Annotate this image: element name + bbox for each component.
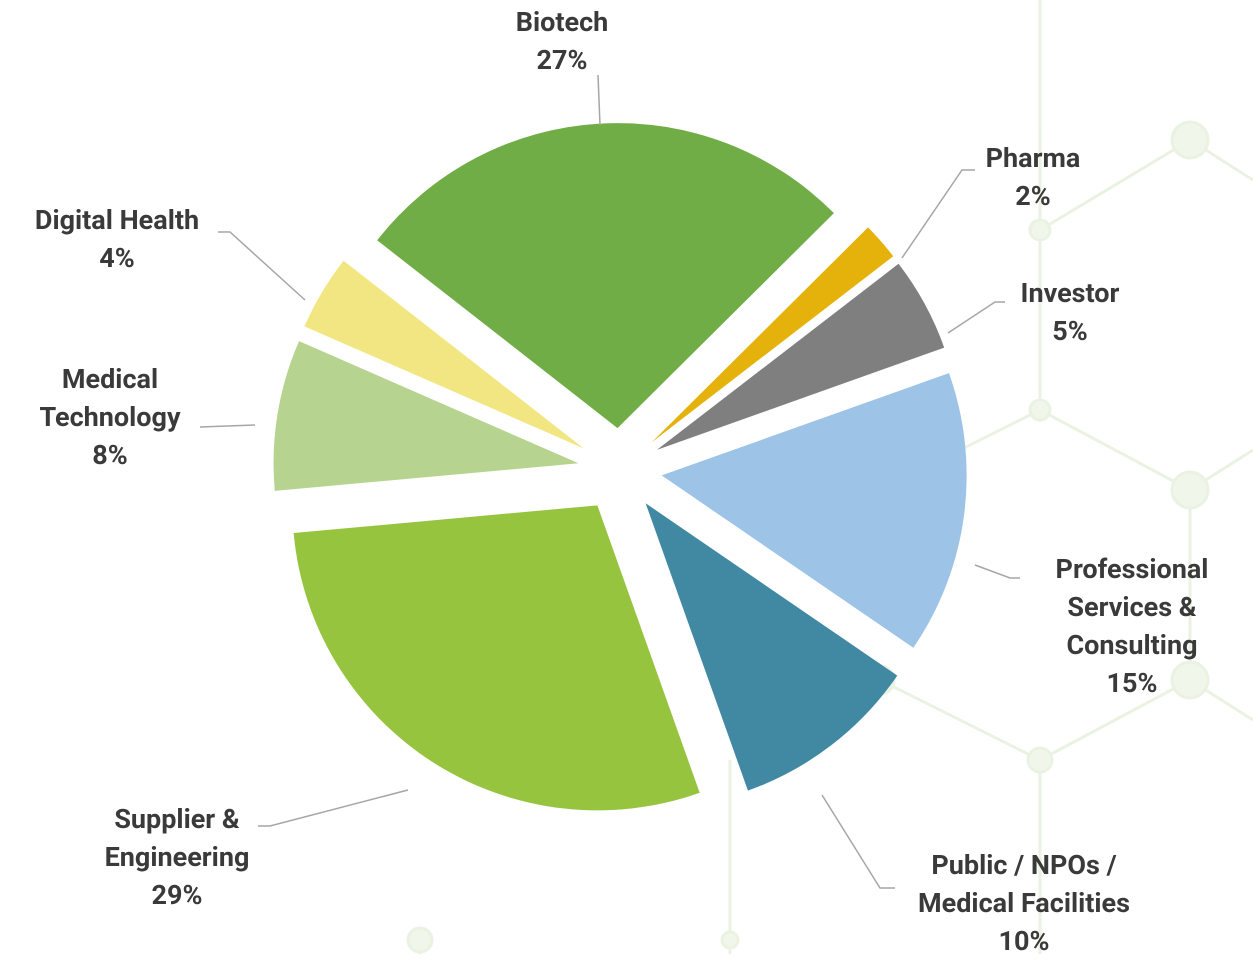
pie-slice	[645, 503, 898, 791]
category-label: Professional Services & Consulting	[1055, 553, 1209, 661]
category-label: Medical Technology	[39, 363, 181, 433]
category-label: Biotech	[515, 6, 609, 38]
leader-lines	[199, 74, 1020, 889]
leader-line	[597, 74, 601, 126]
pie-slice	[377, 123, 834, 429]
slice-label: Supplier & Engineering 29%	[82, 800, 272, 914]
value-label: 29%	[151, 879, 203, 911]
leader-line	[947, 301, 1005, 334]
leader-line	[218, 231, 306, 301]
leader-line	[258, 789, 409, 827]
slice-label: Professional Services & Consulting 15%	[1027, 550, 1237, 702]
pie-slice	[293, 505, 700, 811]
pie-slice	[304, 260, 584, 449]
leader-line	[974, 564, 1020, 579]
slice-label: Pharma 2%	[953, 139, 1113, 215]
slice-label: Public / NPOs / Medical Facilities 10%	[889, 846, 1159, 960]
value-label: 5%	[1052, 315, 1088, 347]
category-label: Pharma	[985, 142, 1081, 174]
slice-label: Investor 5%	[990, 274, 1150, 350]
leader-line	[199, 424, 256, 428]
slice-label: Digital Health 4%	[7, 201, 227, 277]
value-label: 8%	[92, 439, 128, 471]
pie-slice	[273, 341, 579, 491]
value-label: 15%	[1106, 667, 1158, 699]
value-label: 2%	[1015, 180, 1051, 212]
slice-label: Biotech 27%	[462, 3, 662, 79]
leader-line	[901, 169, 975, 259]
value-label: 27%	[536, 44, 588, 76]
category-label: Supplier & Engineering	[104, 803, 250, 873]
value-label: 10%	[998, 925, 1050, 957]
category-label: Digital Health	[34, 204, 200, 236]
category-label: Investor	[1020, 277, 1120, 309]
leader-line	[821, 794, 895, 889]
pie-slice	[661, 373, 967, 648]
value-label: 4%	[99, 242, 135, 274]
slices	[273, 123, 967, 811]
slice-label: Medical Technology 8%	[15, 360, 205, 474]
pie-slice	[651, 227, 894, 443]
pie-slice	[656, 263, 945, 450]
category-label: Public / NPOs / Medical Facilities	[918, 849, 1130, 919]
